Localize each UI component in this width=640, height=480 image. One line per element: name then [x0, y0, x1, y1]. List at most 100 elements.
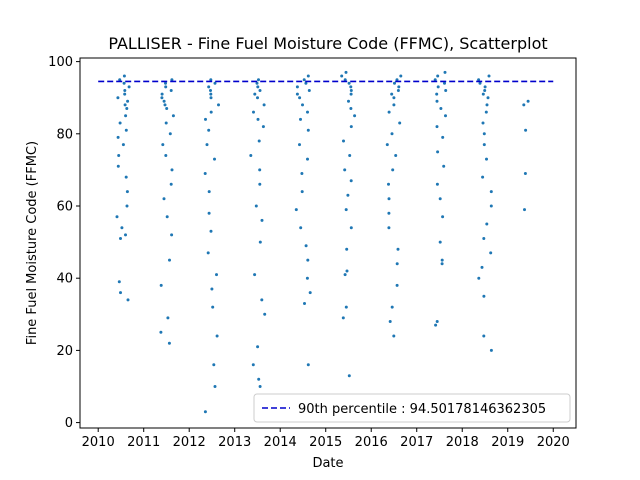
- data-point: [203, 172, 207, 175]
- data-point: [254, 204, 258, 208]
- data-point: [206, 251, 210, 255]
- data-point: [115, 215, 119, 219]
- data-point: [306, 110, 309, 114]
- data-point: [207, 211, 211, 215]
- data-point: [523, 208, 526, 212]
- y-tick-label: 100: [48, 55, 73, 70]
- data-point: [119, 237, 122, 240]
- data-point: [165, 215, 169, 219]
- data-point: [207, 85, 211, 89]
- y-tick-label: 60: [56, 200, 73, 215]
- x-tick-label: 2012: [173, 435, 206, 450]
- data-point: [160, 96, 164, 100]
- data-point: [258, 89, 262, 92]
- data-point: [478, 81, 482, 85]
- data-point: [125, 107, 129, 110]
- data-point: [342, 139, 345, 143]
- data-point: [258, 182, 262, 186]
- data-point: [260, 298, 264, 302]
- data-point: [261, 125, 265, 129]
- data-point: [256, 85, 260, 89]
- data-point: [164, 81, 167, 85]
- data-point: [164, 154, 168, 157]
- data-point: [256, 96, 259, 100]
- data-point: [260, 218, 264, 222]
- data-point: [347, 99, 350, 103]
- data-point: [489, 348, 493, 352]
- data-point: [127, 85, 131, 89]
- data-point: [124, 175, 128, 179]
- data-point: [387, 211, 391, 215]
- x-axis: 2010 2011 2012 2013 2014 2015 2016 2017 2018 2019…: [82, 428, 570, 450]
- data-point: [168, 132, 172, 136]
- data-point: [123, 103, 127, 107]
- data-point: [345, 269, 349, 273]
- data-point: [249, 154, 253, 157]
- data-point: [263, 312, 267, 316]
- data-point: [480, 265, 484, 269]
- data-point: [395, 262, 399, 266]
- data-point: [433, 78, 437, 82]
- data-point: [162, 197, 166, 201]
- data-point: [397, 85, 401, 89]
- y-axis: 0 20 40 60 80 100: [48, 55, 80, 431]
- data-point: [304, 81, 308, 85]
- x-axis-title: Date: [312, 456, 343, 471]
- data-point: [392, 334, 396, 338]
- y-axis-title: Fine Fuel Moisture Code (FFMC): [25, 141, 40, 345]
- data-point: [348, 154, 352, 157]
- data-point: [116, 96, 120, 100]
- data-point: [346, 193, 350, 197]
- data-point: [340, 74, 344, 78]
- data-point: [306, 363, 310, 367]
- data-point: [209, 110, 213, 114]
- data-point: [209, 229, 213, 233]
- data-point: [116, 135, 120, 139]
- data-point: [307, 89, 311, 92]
- data-point: [298, 143, 301, 147]
- data-point: [122, 81, 126, 85]
- data-point: [444, 89, 448, 92]
- x-tick-label: 2011: [127, 435, 160, 450]
- data-point: [124, 114, 128, 118]
- data-point: [258, 168, 262, 172]
- data-point: [295, 85, 299, 89]
- data-point: [435, 125, 439, 129]
- data-point: [435, 99, 439, 103]
- y-tick-label: 40: [56, 272, 73, 287]
- data-point: [255, 81, 259, 85]
- data-point: [481, 175, 485, 179]
- data-point: [169, 89, 173, 92]
- x-tick-label: 2015: [309, 435, 342, 450]
- data-point: [344, 70, 348, 74]
- data-point: [124, 128, 128, 132]
- data-point: [253, 92, 257, 96]
- data-point: [347, 81, 351, 85]
- data-point: [121, 143, 125, 147]
- data-point: [300, 190, 304, 194]
- data-point: [489, 204, 493, 208]
- data-point: [395, 283, 399, 287]
- data-point: [396, 247, 400, 251]
- data-point: [442, 164, 446, 168]
- data-point: [390, 305, 394, 309]
- data-point: [349, 125, 353, 129]
- data-point: [486, 96, 490, 100]
- data-point: [391, 168, 395, 172]
- data-point: [256, 117, 260, 121]
- y-tick-label: 0: [65, 416, 73, 431]
- data-point: [159, 330, 163, 334]
- data-point: [343, 273, 347, 277]
- data-point: [298, 96, 302, 100]
- data-point: [390, 132, 394, 136]
- data-point: [398, 121, 402, 125]
- data-point: [126, 99, 130, 103]
- data-point: [203, 410, 207, 414]
- data-point: [168, 258, 171, 262]
- data-point: [399, 74, 403, 78]
- data-point: [123, 92, 127, 96]
- data-point: [392, 96, 396, 100]
- data-point: [301, 103, 304, 107]
- data-point: [306, 258, 310, 262]
